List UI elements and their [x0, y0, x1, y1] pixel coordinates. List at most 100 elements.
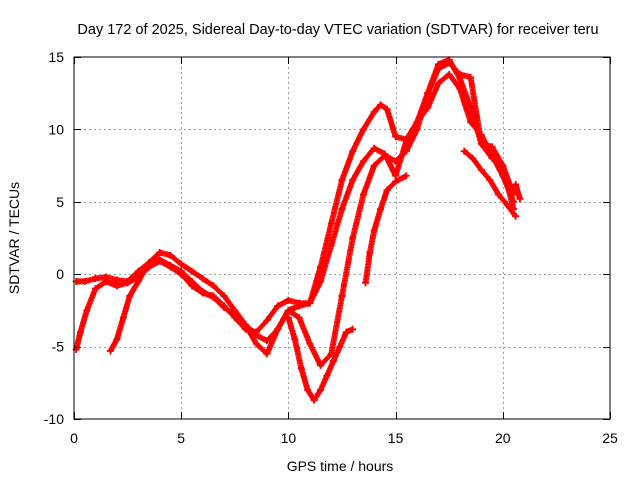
data-point [445, 56, 453, 64]
axis-ticks: 0 5 10 15 20 25 -10 -5 0 5 10 15 [44, 49, 618, 446]
data-point [274, 302, 282, 310]
data-point [370, 227, 378, 235]
data-point [349, 176, 357, 184]
data-point [460, 147, 468, 155]
data-point [177, 270, 185, 278]
data-point [336, 343, 344, 351]
x-tick-label: 25 [602, 430, 618, 446]
series-track-3 [106, 56, 518, 369]
data-point [91, 275, 99, 283]
data-points [72, 56, 524, 404]
data-point [392, 157, 400, 165]
data-point [377, 101, 385, 109]
data-point [381, 151, 389, 159]
data-point [91, 285, 99, 293]
data-point [402, 172, 410, 180]
grid [74, 57, 610, 419]
data-point [456, 75, 464, 83]
y-tick-label: -10 [44, 411, 64, 427]
y-tick-label: 5 [56, 194, 64, 210]
data-point [327, 220, 335, 228]
data-point [338, 176, 346, 184]
data-point [317, 386, 325, 394]
data-point [349, 234, 357, 242]
data-point [342, 328, 350, 336]
x-tick-label: 15 [388, 430, 404, 446]
data-point [467, 73, 475, 81]
y-tick-label: 0 [56, 266, 64, 282]
data-point [383, 186, 391, 194]
data-point [499, 162, 507, 170]
series-track-4 [284, 314, 357, 404]
data-point [209, 282, 217, 290]
series-track-7 [499, 162, 524, 203]
data-point [362, 279, 370, 287]
data-point [134, 277, 142, 285]
data-point [274, 325, 282, 333]
data-point [477, 140, 485, 148]
data-point [424, 89, 432, 97]
data-point [252, 328, 260, 336]
data-point [402, 147, 410, 155]
data-point [295, 314, 303, 322]
data-point [177, 260, 185, 268]
data-point [516, 195, 524, 203]
data-point [145, 259, 153, 267]
data-point [263, 337, 271, 345]
data-point [102, 277, 110, 285]
data-point [220, 302, 228, 310]
data-point [477, 166, 485, 174]
data-point [126, 292, 134, 300]
data-point [284, 314, 292, 322]
data-point [252, 340, 260, 348]
data-point [291, 335, 299, 343]
data-point [317, 361, 325, 369]
data-point [310, 396, 318, 404]
data-point [284, 296, 292, 304]
data-point [263, 317, 271, 325]
data-point [297, 364, 305, 372]
data-point [306, 340, 314, 348]
y-axis-label: SDTVAR / TECUs [6, 182, 22, 294]
data-point [512, 180, 520, 188]
data-point [488, 143, 496, 151]
x-tick-label: 20 [495, 430, 511, 446]
data-point [359, 157, 367, 165]
data-point [113, 335, 121, 343]
data-point [242, 321, 250, 329]
data-point [366, 248, 374, 256]
data-point [486, 176, 494, 184]
data-point [295, 299, 303, 307]
data-point [81, 277, 89, 285]
data-point [76, 328, 84, 336]
data-point [156, 257, 164, 265]
data-point [284, 306, 292, 314]
data-point [469, 154, 477, 162]
data-point [231, 314, 239, 322]
series-track-6 [460, 147, 520, 220]
data-point [209, 292, 217, 300]
data-point [338, 292, 346, 300]
data-point [199, 275, 207, 283]
data-point [199, 289, 207, 297]
data-point [370, 108, 378, 116]
data-point [349, 147, 357, 155]
data-point [113, 282, 121, 290]
data-point [188, 282, 196, 290]
data-point [327, 241, 335, 249]
data-point [231, 306, 239, 314]
data-point [503, 176, 511, 184]
data-point [392, 178, 400, 186]
data-point [156, 248, 164, 256]
data-point [434, 60, 442, 68]
data-point [263, 350, 271, 358]
data-point [83, 306, 91, 314]
data-point [370, 144, 378, 152]
plot-border [73, 56, 611, 420]
data-point [359, 125, 367, 133]
data-point [329, 357, 337, 365]
data-point [106, 347, 114, 355]
y-tick-label: -5 [52, 339, 65, 355]
y-tick-label: 10 [48, 121, 64, 137]
data-point [349, 325, 357, 333]
